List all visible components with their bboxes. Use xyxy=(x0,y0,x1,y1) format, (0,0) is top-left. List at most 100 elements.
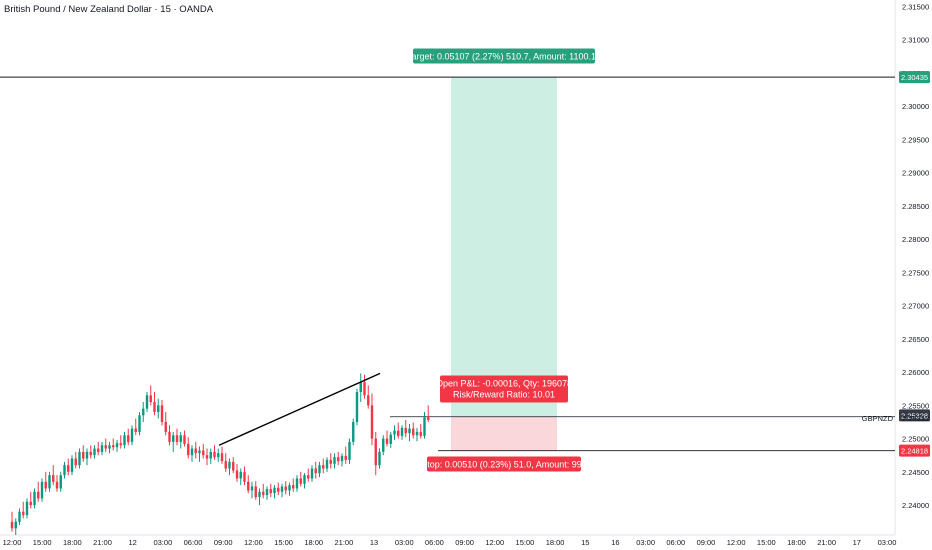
open-pl-label-bg xyxy=(440,375,568,403)
x-tick-label: 12:00 xyxy=(3,538,22,547)
open-pl-label[interactable]: Open P&L: -0.00016, Qty: 196078Risk/Rewa… xyxy=(436,375,572,403)
candle xyxy=(172,435,175,442)
candle xyxy=(74,458,77,466)
candle xyxy=(175,435,179,442)
candle xyxy=(393,430,396,435)
target-label-text: Target: 0.05107 (2.27%) 510.7, Amount: 1… xyxy=(407,52,601,62)
candle xyxy=(138,415,141,432)
y-tick-label: 2.27000 xyxy=(902,302,929,311)
candle xyxy=(198,450,201,454)
candle xyxy=(115,443,119,448)
x-tick-label: 15:00 xyxy=(516,538,535,547)
candle xyxy=(400,427,404,436)
y-tick-label: 2.25000 xyxy=(902,435,929,444)
x-tick-label: 16 xyxy=(611,538,619,547)
candle xyxy=(329,459,332,464)
x-tick-label: 06:00 xyxy=(184,538,203,547)
x-tick-label: 21:00 xyxy=(93,538,112,547)
candle xyxy=(67,465,70,472)
x-tick-label: 18:00 xyxy=(304,538,323,547)
target-label-bg xyxy=(413,48,595,64)
candle xyxy=(164,421,167,432)
target-price-tag: 2.30435 xyxy=(901,73,928,82)
candle xyxy=(52,475,55,482)
y-tick-label: 2.24000 xyxy=(902,501,929,510)
current-price-tag-bg xyxy=(899,409,930,422)
y-tick-label: 2.26000 xyxy=(902,368,929,377)
current-price-tag: 2.25328 xyxy=(901,411,928,420)
candle xyxy=(25,501,29,516)
candle xyxy=(183,435,186,444)
candle xyxy=(89,451,92,456)
candle xyxy=(187,443,190,456)
x-tick-label: 12:00 xyxy=(485,538,504,547)
candle xyxy=(269,489,272,494)
target-zone[interactable] xyxy=(451,77,557,417)
candle xyxy=(265,489,269,496)
x-tick-label: 17 xyxy=(853,538,861,547)
candle xyxy=(22,511,25,516)
x-tick-label: 03:00 xyxy=(636,538,655,547)
candle xyxy=(355,392,359,422)
candle xyxy=(258,491,261,498)
stop-label-text: Stop: 0.00510 (0.23%) 51.0, Amount: 990 xyxy=(421,460,587,470)
target-price-tag-bg xyxy=(899,71,930,84)
candle xyxy=(10,521,14,529)
open-pl-label-text: Open P&L: -0.00016, Qty: 196078 xyxy=(436,379,572,389)
y-tick-label: 2.31000 xyxy=(902,36,929,45)
stop-price-tag-bg xyxy=(899,444,930,457)
candle xyxy=(292,485,295,489)
candle xyxy=(29,501,32,506)
symbol-label: GBPNZD xyxy=(862,414,894,423)
candle xyxy=(288,485,291,491)
candle xyxy=(190,448,194,456)
candle xyxy=(254,486,257,498)
candle xyxy=(18,511,21,522)
candle xyxy=(40,481,44,499)
target-label[interactable]: Target: 0.05107 (2.27%) 510.7, Amount: 1… xyxy=(407,48,601,64)
candle xyxy=(250,486,254,491)
candle xyxy=(322,465,325,469)
y-tick-label: 2.29500 xyxy=(902,135,929,144)
y-tick-label: 2.28000 xyxy=(902,235,929,244)
candle xyxy=(367,395,370,406)
candle xyxy=(78,451,81,466)
candle xyxy=(104,445,107,449)
candle xyxy=(340,455,344,462)
candle xyxy=(179,435,182,442)
candle xyxy=(55,481,59,489)
x-tick-label: 13 xyxy=(370,538,378,547)
stop-label[interactable]: Stop: 0.00510 (0.23%) 51.0, Amount: 990 xyxy=(421,456,587,472)
candle xyxy=(247,481,250,491)
candle xyxy=(344,455,347,460)
chart-title: British Pound / New Zealand Dollar · 15 … xyxy=(4,4,214,15)
candle xyxy=(119,443,122,446)
candle xyxy=(134,428,137,432)
x-tick-label: 18:00 xyxy=(546,538,565,547)
candle xyxy=(33,491,36,506)
trend-line[interactable] xyxy=(218,372,381,446)
candle xyxy=(363,382,366,396)
stop-zone[interactable] xyxy=(451,416,557,451)
candle xyxy=(202,450,205,456)
candle xyxy=(382,438,385,452)
y-tick-label: 2.30000 xyxy=(902,102,929,111)
x-tick-label: 21:00 xyxy=(335,538,354,547)
candle xyxy=(333,457,336,464)
x-tick-label: 18:00 xyxy=(63,538,82,547)
candle xyxy=(232,461,235,471)
candle xyxy=(423,417,426,436)
symbol-price-label: 2.25312 xyxy=(902,414,929,423)
candle xyxy=(427,417,430,420)
x-tick-label: 06:00 xyxy=(666,538,685,547)
candle xyxy=(142,408,145,416)
x-tick-label: 09:00 xyxy=(697,538,716,547)
candle xyxy=(85,451,89,459)
x-tick-label: 21:00 xyxy=(817,538,836,547)
candle xyxy=(389,434,392,444)
candle xyxy=(408,428,411,434)
candle xyxy=(127,435,130,442)
candle xyxy=(337,457,340,462)
candle xyxy=(220,453,224,462)
